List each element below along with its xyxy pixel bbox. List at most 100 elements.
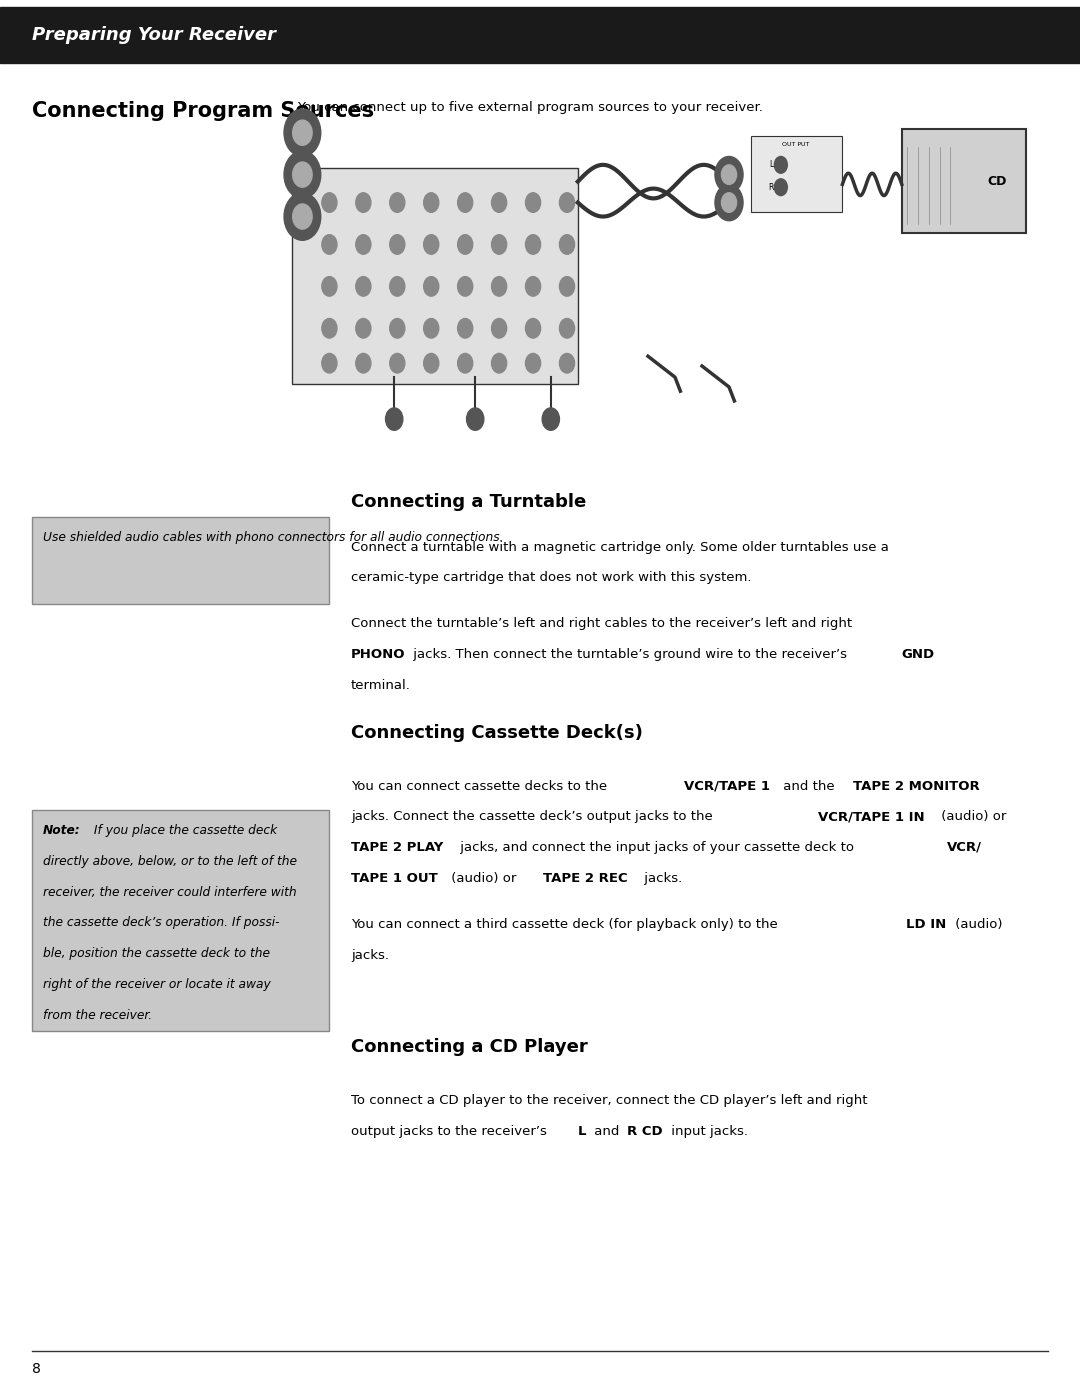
Circle shape bbox=[423, 277, 438, 296]
Text: If you place the cassette deck: If you place the cassette deck bbox=[90, 824, 276, 837]
Circle shape bbox=[491, 235, 507, 254]
Circle shape bbox=[390, 235, 405, 254]
Text: TAPE 2 MONITOR: TAPE 2 MONITOR bbox=[853, 780, 980, 792]
Circle shape bbox=[458, 235, 473, 254]
Circle shape bbox=[559, 319, 575, 338]
Text: (audio) or: (audio) or bbox=[447, 872, 521, 884]
Text: Connect a turntable with a magnetic cartridge only. Some older turntables use a: Connect a turntable with a magnetic cart… bbox=[351, 541, 889, 553]
Text: and: and bbox=[590, 1125, 623, 1137]
Text: LD IN: LD IN bbox=[906, 918, 946, 930]
Text: You can connect up to five external program sources to your receiver.: You can connect up to five external prog… bbox=[297, 101, 762, 113]
Circle shape bbox=[526, 319, 541, 338]
Text: directly above, below, or to the left of the: directly above, below, or to the left of… bbox=[43, 855, 297, 868]
Bar bbox=[0, 7, 1080, 63]
Circle shape bbox=[715, 156, 743, 193]
Text: output jacks to the receiver’s: output jacks to the receiver’s bbox=[351, 1125, 551, 1137]
Text: the cassette deck’s operation. If possi-: the cassette deck’s operation. If possi- bbox=[43, 916, 280, 929]
Circle shape bbox=[491, 193, 507, 212]
Text: OUT PUT: OUT PUT bbox=[782, 142, 810, 148]
Circle shape bbox=[355, 277, 370, 296]
Text: TAPE 1 OUT: TAPE 1 OUT bbox=[351, 872, 437, 884]
Text: receiver, the receiver could interfere with: receiver, the receiver could interfere w… bbox=[43, 886, 297, 898]
Circle shape bbox=[526, 235, 541, 254]
Text: right of the receiver or locate it away: right of the receiver or locate it away bbox=[43, 978, 271, 990]
Circle shape bbox=[322, 319, 337, 338]
Text: Connecting Program Sources: Connecting Program Sources bbox=[32, 101, 375, 120]
Circle shape bbox=[322, 353, 337, 373]
Circle shape bbox=[467, 408, 484, 430]
Circle shape bbox=[559, 193, 575, 212]
Circle shape bbox=[721, 165, 737, 184]
Circle shape bbox=[526, 353, 541, 373]
Text: CD: CD bbox=[987, 175, 1007, 189]
Circle shape bbox=[355, 353, 370, 373]
Text: Connecting Cassette Deck(s): Connecting Cassette Deck(s) bbox=[351, 724, 643, 742]
Text: jacks.: jacks. bbox=[640, 872, 683, 884]
Circle shape bbox=[774, 156, 787, 173]
Circle shape bbox=[322, 277, 337, 296]
Text: R CD: R CD bbox=[627, 1125, 663, 1137]
Text: jacks, and connect the input jacks of your cassette deck to: jacks, and connect the input jacks of yo… bbox=[456, 841, 858, 854]
Text: To connect a CD player to the receiver, connect the CD player’s left and right: To connect a CD player to the receiver, … bbox=[351, 1094, 867, 1106]
Circle shape bbox=[355, 235, 370, 254]
Text: ble, position the cassette deck to the: ble, position the cassette deck to the bbox=[43, 947, 270, 960]
Circle shape bbox=[774, 179, 787, 196]
Circle shape bbox=[491, 277, 507, 296]
Text: You can connect cassette decks to the: You can connect cassette decks to the bbox=[351, 780, 611, 792]
Text: TAPE 2 REC: TAPE 2 REC bbox=[543, 872, 627, 884]
Circle shape bbox=[322, 235, 337, 254]
Text: You can connect a third cassette deck (for playback only) to the: You can connect a third cassette deck (f… bbox=[351, 918, 782, 930]
Circle shape bbox=[559, 235, 575, 254]
Circle shape bbox=[322, 193, 337, 212]
Text: (audio) or: (audio) or bbox=[937, 810, 1007, 823]
Circle shape bbox=[390, 353, 405, 373]
Text: terminal.: terminal. bbox=[351, 679, 410, 692]
Circle shape bbox=[526, 277, 541, 296]
Text: TAPE 2 PLAY: TAPE 2 PLAY bbox=[351, 841, 444, 854]
Text: Use shielded audio cables with phono connectors for all audio connections.: Use shielded audio cables with phono con… bbox=[43, 531, 503, 543]
Circle shape bbox=[386, 408, 403, 430]
Circle shape bbox=[559, 277, 575, 296]
Bar bbox=[751, 136, 842, 212]
Text: Preparing Your Receiver: Preparing Your Receiver bbox=[32, 27, 276, 43]
Text: jacks. Then connect the turntable’s ground wire to the receiver’s: jacks. Then connect the turntable’s grou… bbox=[409, 648, 851, 661]
Circle shape bbox=[284, 109, 321, 156]
Circle shape bbox=[715, 184, 743, 221]
Text: GND: GND bbox=[902, 648, 935, 661]
Circle shape bbox=[293, 204, 312, 229]
Text: Note:: Note: bbox=[43, 824, 81, 837]
Text: VCR/: VCR/ bbox=[947, 841, 982, 854]
Circle shape bbox=[526, 193, 541, 212]
Circle shape bbox=[293, 162, 312, 187]
Text: (audio): (audio) bbox=[951, 918, 1003, 930]
Text: L: L bbox=[578, 1125, 586, 1137]
Circle shape bbox=[491, 353, 507, 373]
Circle shape bbox=[458, 319, 473, 338]
Text: ceramic-type cartridge that does not work with this system.: ceramic-type cartridge that does not wor… bbox=[351, 571, 752, 584]
Text: Connecting a Turntable: Connecting a Turntable bbox=[351, 493, 586, 511]
FancyBboxPatch shape bbox=[32, 810, 329, 1031]
Text: VCR/TAPE 1: VCR/TAPE 1 bbox=[684, 780, 770, 792]
Text: 8: 8 bbox=[32, 1362, 41, 1376]
Circle shape bbox=[355, 193, 370, 212]
Circle shape bbox=[423, 353, 438, 373]
Text: from the receiver.: from the receiver. bbox=[43, 1009, 152, 1021]
Text: PHONO: PHONO bbox=[351, 648, 405, 661]
Circle shape bbox=[458, 353, 473, 373]
Circle shape bbox=[355, 319, 370, 338]
Circle shape bbox=[390, 193, 405, 212]
Circle shape bbox=[293, 120, 312, 145]
Circle shape bbox=[284, 151, 321, 198]
Text: jacks.: jacks. bbox=[351, 949, 389, 961]
Circle shape bbox=[390, 319, 405, 338]
Bar bbox=[902, 129, 1026, 233]
Text: VCR/TAPE 1 IN: VCR/TAPE 1 IN bbox=[818, 810, 924, 823]
Circle shape bbox=[542, 408, 559, 430]
FancyBboxPatch shape bbox=[32, 517, 329, 604]
Circle shape bbox=[423, 235, 438, 254]
Circle shape bbox=[423, 193, 438, 212]
Text: and the: and the bbox=[779, 780, 838, 792]
Circle shape bbox=[491, 319, 507, 338]
Circle shape bbox=[390, 277, 405, 296]
Text: input jacks.: input jacks. bbox=[667, 1125, 748, 1137]
